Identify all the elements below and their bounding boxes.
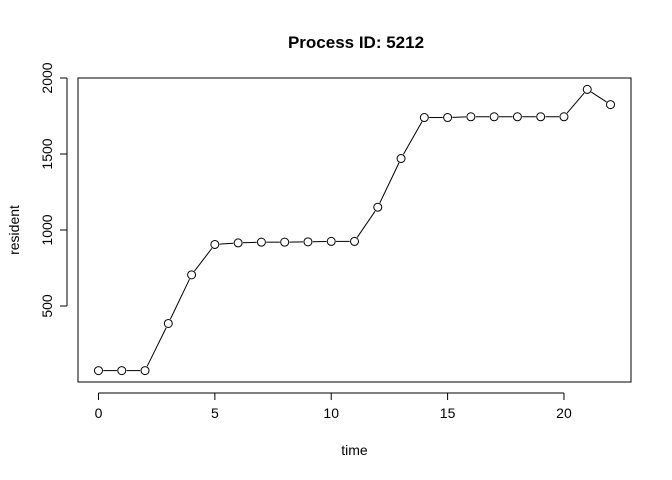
data-point: [536, 112, 546, 122]
series-segment: [169, 278, 190, 320]
data-point: [489, 112, 499, 122]
series-segment: [379, 162, 400, 204]
plot-box: [77, 77, 632, 383]
data-point: [582, 84, 592, 94]
y-tick-label: 500: [39, 294, 55, 318]
x-tick-label: 10: [323, 405, 339, 421]
series-segment: [146, 327, 167, 367]
data-point: [373, 202, 383, 212]
data-point: [117, 366, 127, 376]
series-markers: [93, 84, 616, 376]
series-segment: [402, 121, 423, 155]
x-tick-label: 0: [95, 405, 103, 421]
series-segment: [590, 91, 607, 103]
data-point: [210, 239, 220, 249]
x-tick-label: 15: [440, 405, 456, 421]
data-point: [326, 236, 336, 246]
data-point: [396, 154, 406, 164]
data-point: [256, 237, 266, 247]
data-point: [233, 238, 243, 248]
x-tick-label: 5: [211, 405, 219, 421]
x-axis: 0 5 10 15 20: [95, 392, 572, 421]
data-point: [606, 100, 616, 110]
series-segment: [356, 210, 376, 238]
series-segment: [194, 247, 213, 272]
data-point: [466, 112, 476, 122]
data-point: [419, 113, 429, 123]
series-segment: [566, 92, 585, 114]
data-point: [559, 112, 569, 122]
y-tick-label: 1500: [39, 138, 55, 169]
data-point: [140, 366, 150, 376]
chart-title: Process ID: 5212: [288, 33, 424, 52]
series-line-group: [103, 91, 607, 372]
y-tick-label: 2000: [39, 62, 55, 93]
data-point: [350, 236, 359, 246]
data-point: [512, 112, 522, 122]
y-axis-label: resident: [6, 205, 22, 255]
y-axis: 500 1000 1500 2000: [39, 62, 68, 318]
x-tick-label: 20: [556, 405, 572, 421]
y-tick-label: 1000: [39, 214, 55, 245]
series-segment: [219, 242, 234, 245]
data-point: [187, 270, 197, 280]
data-point: [443, 113, 453, 123]
data-point: [93, 366, 103, 376]
data-point: [280, 237, 290, 247]
data-point: [303, 237, 313, 247]
x-axis-label: time: [341, 442, 368, 458]
data-point: [163, 318, 173, 328]
